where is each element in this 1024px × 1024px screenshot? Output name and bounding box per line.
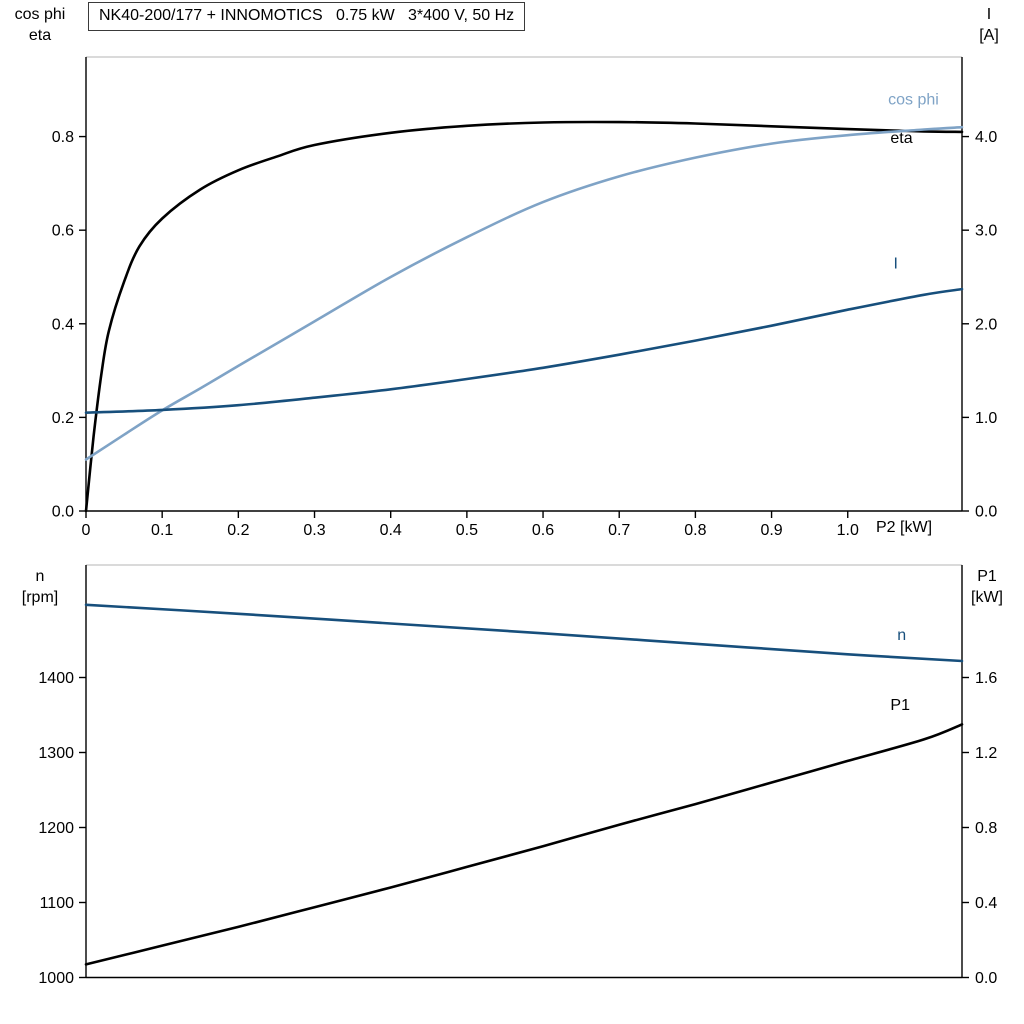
right-tick-label: 0.4 bbox=[975, 895, 997, 912]
left-axis-label-line1: cos phi bbox=[14, 6, 66, 23]
left-tick-label: 1200 bbox=[38, 820, 74, 837]
series-line-I bbox=[84, 287, 964, 414]
series-label-n: n bbox=[897, 627, 906, 644]
x-tick-label: 0.6 bbox=[532, 522, 554, 539]
right-tick-label: 0.0 bbox=[975, 504, 997, 521]
series-label-I: I bbox=[893, 256, 897, 273]
series-line-P1 bbox=[84, 723, 964, 966]
series-line-n bbox=[84, 603, 964, 663]
left-tick-label: 1400 bbox=[38, 670, 74, 687]
x-axis-label: P2 [kW] bbox=[876, 519, 933, 536]
right-axis-label-line1: I bbox=[986, 6, 992, 23]
series-label-eta: eta bbox=[890, 130, 912, 147]
x-tick-label: 0.2 bbox=[227, 522, 249, 539]
right-tick-label: 1.2 bbox=[975, 745, 997, 762]
right-tick-label: 0.0 bbox=[975, 970, 997, 987]
left-tick-label: 0.6 bbox=[52, 223, 74, 240]
left-tick-label: 0.0 bbox=[52, 504, 74, 521]
x-tick-label: 0.9 bbox=[760, 522, 782, 539]
x-tick-label: 0 bbox=[82, 522, 91, 539]
x-tick-label: 0.8 bbox=[684, 522, 706, 539]
left-axis-label-line2: eta bbox=[28, 27, 52, 44]
left-tick-label: 0.4 bbox=[52, 316, 74, 333]
n-axis-label-line1: n bbox=[35, 568, 45, 585]
p1-axis-label-line2: [kW] bbox=[971, 589, 1003, 606]
x-tick-label: 1.0 bbox=[837, 522, 859, 539]
x-tick-label: 0.5 bbox=[456, 522, 478, 539]
p1-axis-label-line1: P1 bbox=[977, 568, 997, 585]
right-tick-label: 1.6 bbox=[975, 670, 997, 687]
left-tick-label: 1000 bbox=[38, 970, 74, 987]
x-tick-label: 0.4 bbox=[380, 522, 402, 539]
left-tick-label: 1100 bbox=[40, 895, 75, 912]
chart-title: NK40-200/177 + INNOMOTICS 0.75 kW 3*400 … bbox=[88, 2, 526, 31]
series-line-cos-phi bbox=[84, 125, 964, 461]
right-tick-label: 2.0 bbox=[975, 316, 997, 333]
top-right-axis-label: I [A] bbox=[958, 4, 1020, 46]
x-tick-label: 0.1 bbox=[151, 522, 173, 539]
series-label-P1: P1 bbox=[890, 697, 910, 714]
bottom-left-axis-label: n [rpm] bbox=[2, 566, 78, 608]
right-axis-label-line2: [A] bbox=[979, 27, 999, 44]
x-tick-label: 0.7 bbox=[608, 522, 630, 539]
right-tick-label: 0.8 bbox=[975, 820, 997, 837]
series-label-cos-phi: cos phi bbox=[888, 92, 939, 109]
bottom-right-axis-label: P1 [kW] bbox=[954, 566, 1020, 608]
right-tick-label: 4.0 bbox=[975, 129, 997, 146]
series-line-eta bbox=[84, 120, 964, 513]
top-left-axis-label: cos phi eta bbox=[2, 4, 78, 46]
right-tick-label: 3.0 bbox=[975, 223, 997, 240]
left-tick-label: 0.8 bbox=[52, 129, 74, 146]
left-tick-label: 0.2 bbox=[52, 410, 74, 427]
n-axis-label-line2: [rpm] bbox=[21, 589, 59, 606]
right-tick-label: 1.0 bbox=[975, 410, 997, 427]
x-tick-label: 0.3 bbox=[303, 522, 325, 539]
left-tick-label: 1300 bbox=[38, 745, 74, 762]
